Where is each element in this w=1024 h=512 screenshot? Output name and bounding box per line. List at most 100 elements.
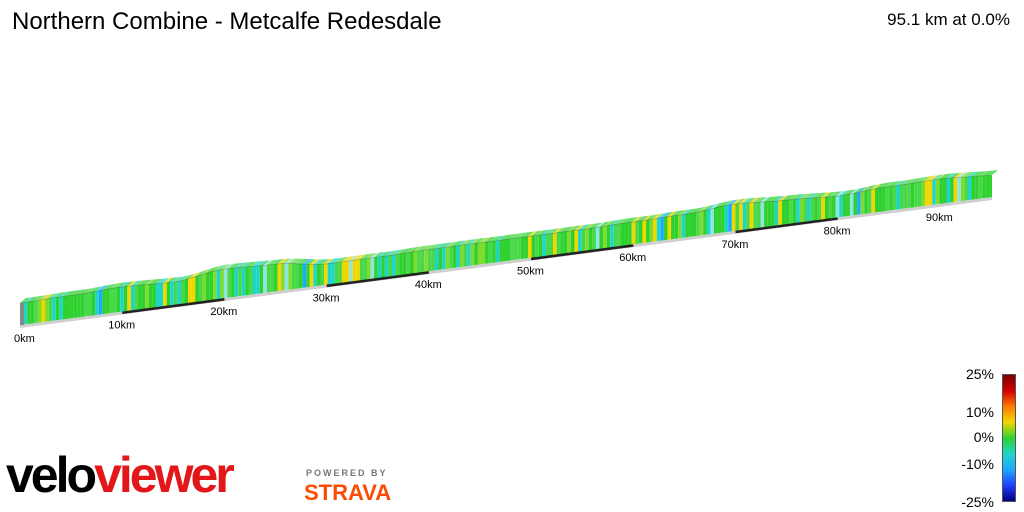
x-tick-label: 80km <box>824 225 851 237</box>
profile-top-segment <box>549 228 560 234</box>
profile-segment <box>209 271 214 301</box>
profile-top-segment <box>789 194 799 200</box>
profile-segment <box>170 281 174 306</box>
profile-segment <box>860 191 865 215</box>
profile-segment <box>839 195 843 218</box>
distance-segment <box>530 243 634 261</box>
profile-segment <box>184 278 189 304</box>
profile-segment <box>781 200 786 225</box>
profile-top-segment <box>91 286 102 293</box>
profile-segment <box>867 189 872 214</box>
profile-segment <box>431 248 435 271</box>
profile-segment <box>681 214 686 238</box>
profile-segment <box>256 265 260 294</box>
profile-segment <box>409 251 414 274</box>
profile-top-segment <box>724 200 735 206</box>
profile-top-segment <box>356 254 366 260</box>
profile-segment <box>299 263 303 289</box>
profile-segment <box>155 283 160 308</box>
profile-segment <box>549 233 554 256</box>
profile-top-segment <box>55 291 66 298</box>
profile-top-segment <box>159 278 170 284</box>
profile-segment <box>23 302 28 325</box>
profile-top-segment <box>710 203 720 210</box>
profile-segment <box>642 220 647 244</box>
profile-top-segment <box>635 216 645 222</box>
profile-top-segment <box>109 283 120 289</box>
profile-top-segment <box>374 252 384 258</box>
profile-segment <box>835 195 840 218</box>
profile-top-segment <box>560 226 570 233</box>
profile-segment <box>717 206 722 234</box>
profile-top-segment <box>692 207 703 214</box>
profile-segment <box>985 175 990 198</box>
profile-segment <box>606 225 611 248</box>
profile-segment <box>248 266 253 295</box>
profile-top-segment <box>885 181 896 188</box>
profile-top-segment <box>70 290 80 296</box>
profile-top-segment <box>953 172 964 178</box>
profile-top-segment <box>513 232 524 239</box>
profile-top-segment <box>155 278 166 284</box>
profile-top-segment <box>327 258 338 264</box>
profile-top-segment <box>814 192 824 198</box>
profile-top-segment <box>957 172 967 178</box>
profile-segment <box>91 291 96 316</box>
profile-top-segment <box>542 229 552 235</box>
profile-top-segment <box>681 209 692 215</box>
profile-segment <box>445 246 450 269</box>
profile-segment <box>384 255 389 277</box>
profile-top-segment <box>592 222 602 229</box>
profile-top-segment <box>470 238 481 244</box>
profile-top-segment <box>878 182 889 189</box>
profile-top-segment <box>223 263 234 270</box>
profile-top-segment <box>23 297 34 303</box>
profile-segment <box>692 212 697 237</box>
profile-top-segment <box>341 256 352 262</box>
profile-segment <box>438 247 443 270</box>
profile-top-segment <box>98 285 109 291</box>
profile-segment <box>553 232 557 255</box>
profile-top-segment <box>120 281 130 288</box>
profile-segment <box>785 199 790 225</box>
profile-segment <box>73 294 78 318</box>
profile-top-segment <box>688 208 699 214</box>
profile-top-segment <box>935 174 946 180</box>
profile-segment <box>764 201 768 228</box>
profile-segment <box>728 204 732 232</box>
profile-top-segment <box>220 264 230 270</box>
profile-segment <box>574 229 579 252</box>
profile-top-segment <box>971 171 982 177</box>
profile-segment <box>706 209 711 235</box>
logo-viewer-text: viewer <box>94 447 235 503</box>
profile-segment <box>964 176 968 201</box>
profile-segment <box>896 185 901 210</box>
strava-logo[interactable]: STRAVA <box>304 480 392 505</box>
profile-segment <box>538 234 543 257</box>
profile-segment <box>216 269 221 300</box>
profile-top-segment <box>928 175 939 181</box>
profile-top-segment <box>102 284 112 291</box>
profile-segment <box>903 184 908 209</box>
veloviewer-logo[interactable]: veloviewer <box>6 447 235 503</box>
profile-segment <box>932 179 936 205</box>
profile-segment <box>960 177 965 202</box>
profile-start-cap <box>20 303 24 325</box>
profile-top-segment <box>45 293 55 300</box>
profile-segment <box>138 285 142 310</box>
profile-top-segment <box>674 210 685 216</box>
profile-top-segment <box>713 202 724 209</box>
profile-segment <box>34 300 38 324</box>
profile-top-segment <box>166 277 177 283</box>
profile-segment <box>195 275 199 302</box>
profile-segment <box>649 219 654 243</box>
profile-top-segment <box>87 287 98 293</box>
profile-top-segment <box>345 255 356 262</box>
profile-top-segment <box>785 194 796 201</box>
profile-segment <box>646 219 650 243</box>
profile-segment <box>241 267 246 296</box>
profile-top-segment <box>706 204 717 210</box>
profile-top-segment <box>925 175 935 182</box>
profile-top-segment <box>316 259 327 265</box>
legend-label-0: 0% <box>973 429 994 445</box>
